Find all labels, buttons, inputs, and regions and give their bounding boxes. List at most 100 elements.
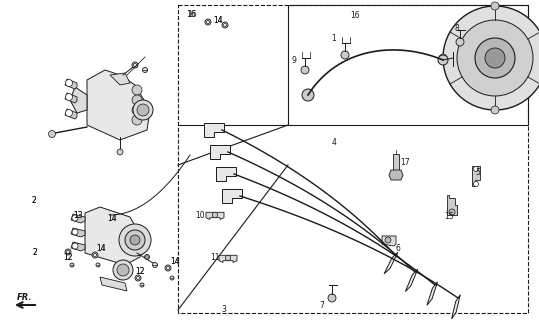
Polygon shape bbox=[219, 255, 237, 262]
Circle shape bbox=[119, 224, 151, 256]
Circle shape bbox=[473, 166, 479, 172]
Text: 1: 1 bbox=[331, 34, 336, 43]
Text: 8: 8 bbox=[454, 23, 459, 33]
Bar bbox=[178, 5, 528, 313]
Circle shape bbox=[135, 275, 141, 281]
Circle shape bbox=[167, 267, 169, 269]
Text: 2: 2 bbox=[32, 196, 36, 204]
Circle shape bbox=[212, 212, 218, 218]
Text: 2: 2 bbox=[33, 247, 37, 257]
Text: 4: 4 bbox=[331, 138, 336, 147]
Polygon shape bbox=[71, 242, 85, 251]
Circle shape bbox=[66, 109, 73, 116]
Circle shape bbox=[146, 256, 148, 258]
Circle shape bbox=[132, 105, 142, 115]
Circle shape bbox=[165, 265, 171, 271]
Text: 16: 16 bbox=[187, 10, 197, 19]
Text: 12: 12 bbox=[63, 253, 73, 262]
Circle shape bbox=[117, 149, 123, 155]
Text: 12: 12 bbox=[135, 268, 145, 276]
Polygon shape bbox=[100, 277, 127, 291]
Circle shape bbox=[136, 276, 140, 279]
Polygon shape bbox=[447, 195, 457, 215]
Circle shape bbox=[302, 89, 314, 101]
Circle shape bbox=[72, 215, 78, 221]
Circle shape bbox=[140, 283, 144, 287]
Text: 2: 2 bbox=[32, 196, 36, 204]
Circle shape bbox=[132, 85, 142, 95]
Circle shape bbox=[475, 38, 515, 78]
Text: 15: 15 bbox=[444, 212, 454, 220]
Polygon shape bbox=[405, 269, 418, 292]
Text: 5: 5 bbox=[475, 167, 480, 177]
Circle shape bbox=[225, 255, 231, 261]
Circle shape bbox=[341, 51, 349, 59]
Circle shape bbox=[439, 54, 447, 62]
Text: 14: 14 bbox=[96, 244, 106, 252]
Text: 13: 13 bbox=[73, 211, 83, 220]
Circle shape bbox=[438, 55, 448, 65]
Circle shape bbox=[72, 243, 78, 249]
Circle shape bbox=[144, 254, 149, 260]
Polygon shape bbox=[206, 212, 224, 220]
Polygon shape bbox=[393, 154, 399, 170]
Text: 14: 14 bbox=[213, 15, 223, 25]
Text: 6: 6 bbox=[396, 244, 400, 252]
Circle shape bbox=[66, 251, 70, 253]
Circle shape bbox=[473, 181, 479, 187]
Text: 12: 12 bbox=[135, 268, 145, 276]
Circle shape bbox=[385, 237, 391, 243]
Circle shape bbox=[132, 115, 142, 125]
Circle shape bbox=[130, 235, 140, 245]
Text: FR.: FR. bbox=[17, 293, 33, 302]
Text: 14: 14 bbox=[213, 15, 223, 25]
Circle shape bbox=[49, 131, 56, 138]
Circle shape bbox=[66, 93, 73, 100]
Text: 7: 7 bbox=[320, 300, 324, 309]
Circle shape bbox=[133, 100, 153, 120]
Circle shape bbox=[224, 23, 226, 27]
Polygon shape bbox=[110, 73, 130, 85]
Circle shape bbox=[66, 79, 73, 86]
Polygon shape bbox=[382, 236, 396, 246]
Polygon shape bbox=[384, 252, 398, 274]
Polygon shape bbox=[65, 109, 77, 119]
Text: 16: 16 bbox=[186, 10, 196, 19]
Circle shape bbox=[153, 262, 157, 268]
Circle shape bbox=[65, 249, 71, 255]
Text: 2: 2 bbox=[33, 247, 37, 257]
Polygon shape bbox=[71, 214, 85, 223]
Circle shape bbox=[117, 264, 129, 276]
Polygon shape bbox=[65, 93, 77, 103]
Text: 13: 13 bbox=[73, 211, 83, 220]
Polygon shape bbox=[216, 167, 236, 181]
Polygon shape bbox=[472, 166, 480, 186]
Circle shape bbox=[449, 209, 455, 215]
Circle shape bbox=[206, 20, 210, 23]
Circle shape bbox=[92, 252, 98, 258]
Circle shape bbox=[142, 68, 148, 73]
Bar bbox=[288, 5, 528, 125]
Circle shape bbox=[222, 22, 228, 28]
Polygon shape bbox=[222, 189, 242, 203]
Polygon shape bbox=[427, 282, 438, 305]
Circle shape bbox=[491, 2, 499, 10]
Text: 16: 16 bbox=[350, 11, 360, 20]
Circle shape bbox=[132, 62, 138, 68]
Circle shape bbox=[93, 253, 96, 257]
Polygon shape bbox=[87, 70, 150, 140]
Text: 9: 9 bbox=[292, 55, 296, 65]
Circle shape bbox=[328, 294, 336, 302]
Circle shape bbox=[72, 229, 78, 235]
Text: 14: 14 bbox=[170, 258, 180, 267]
Circle shape bbox=[301, 66, 309, 74]
Circle shape bbox=[113, 260, 133, 280]
Polygon shape bbox=[389, 170, 403, 180]
Text: 14: 14 bbox=[170, 258, 180, 267]
Circle shape bbox=[485, 48, 505, 68]
Text: 14: 14 bbox=[107, 213, 117, 222]
Text: 17: 17 bbox=[400, 157, 410, 166]
Text: 14: 14 bbox=[96, 244, 106, 252]
Circle shape bbox=[70, 263, 74, 267]
Circle shape bbox=[132, 95, 142, 105]
